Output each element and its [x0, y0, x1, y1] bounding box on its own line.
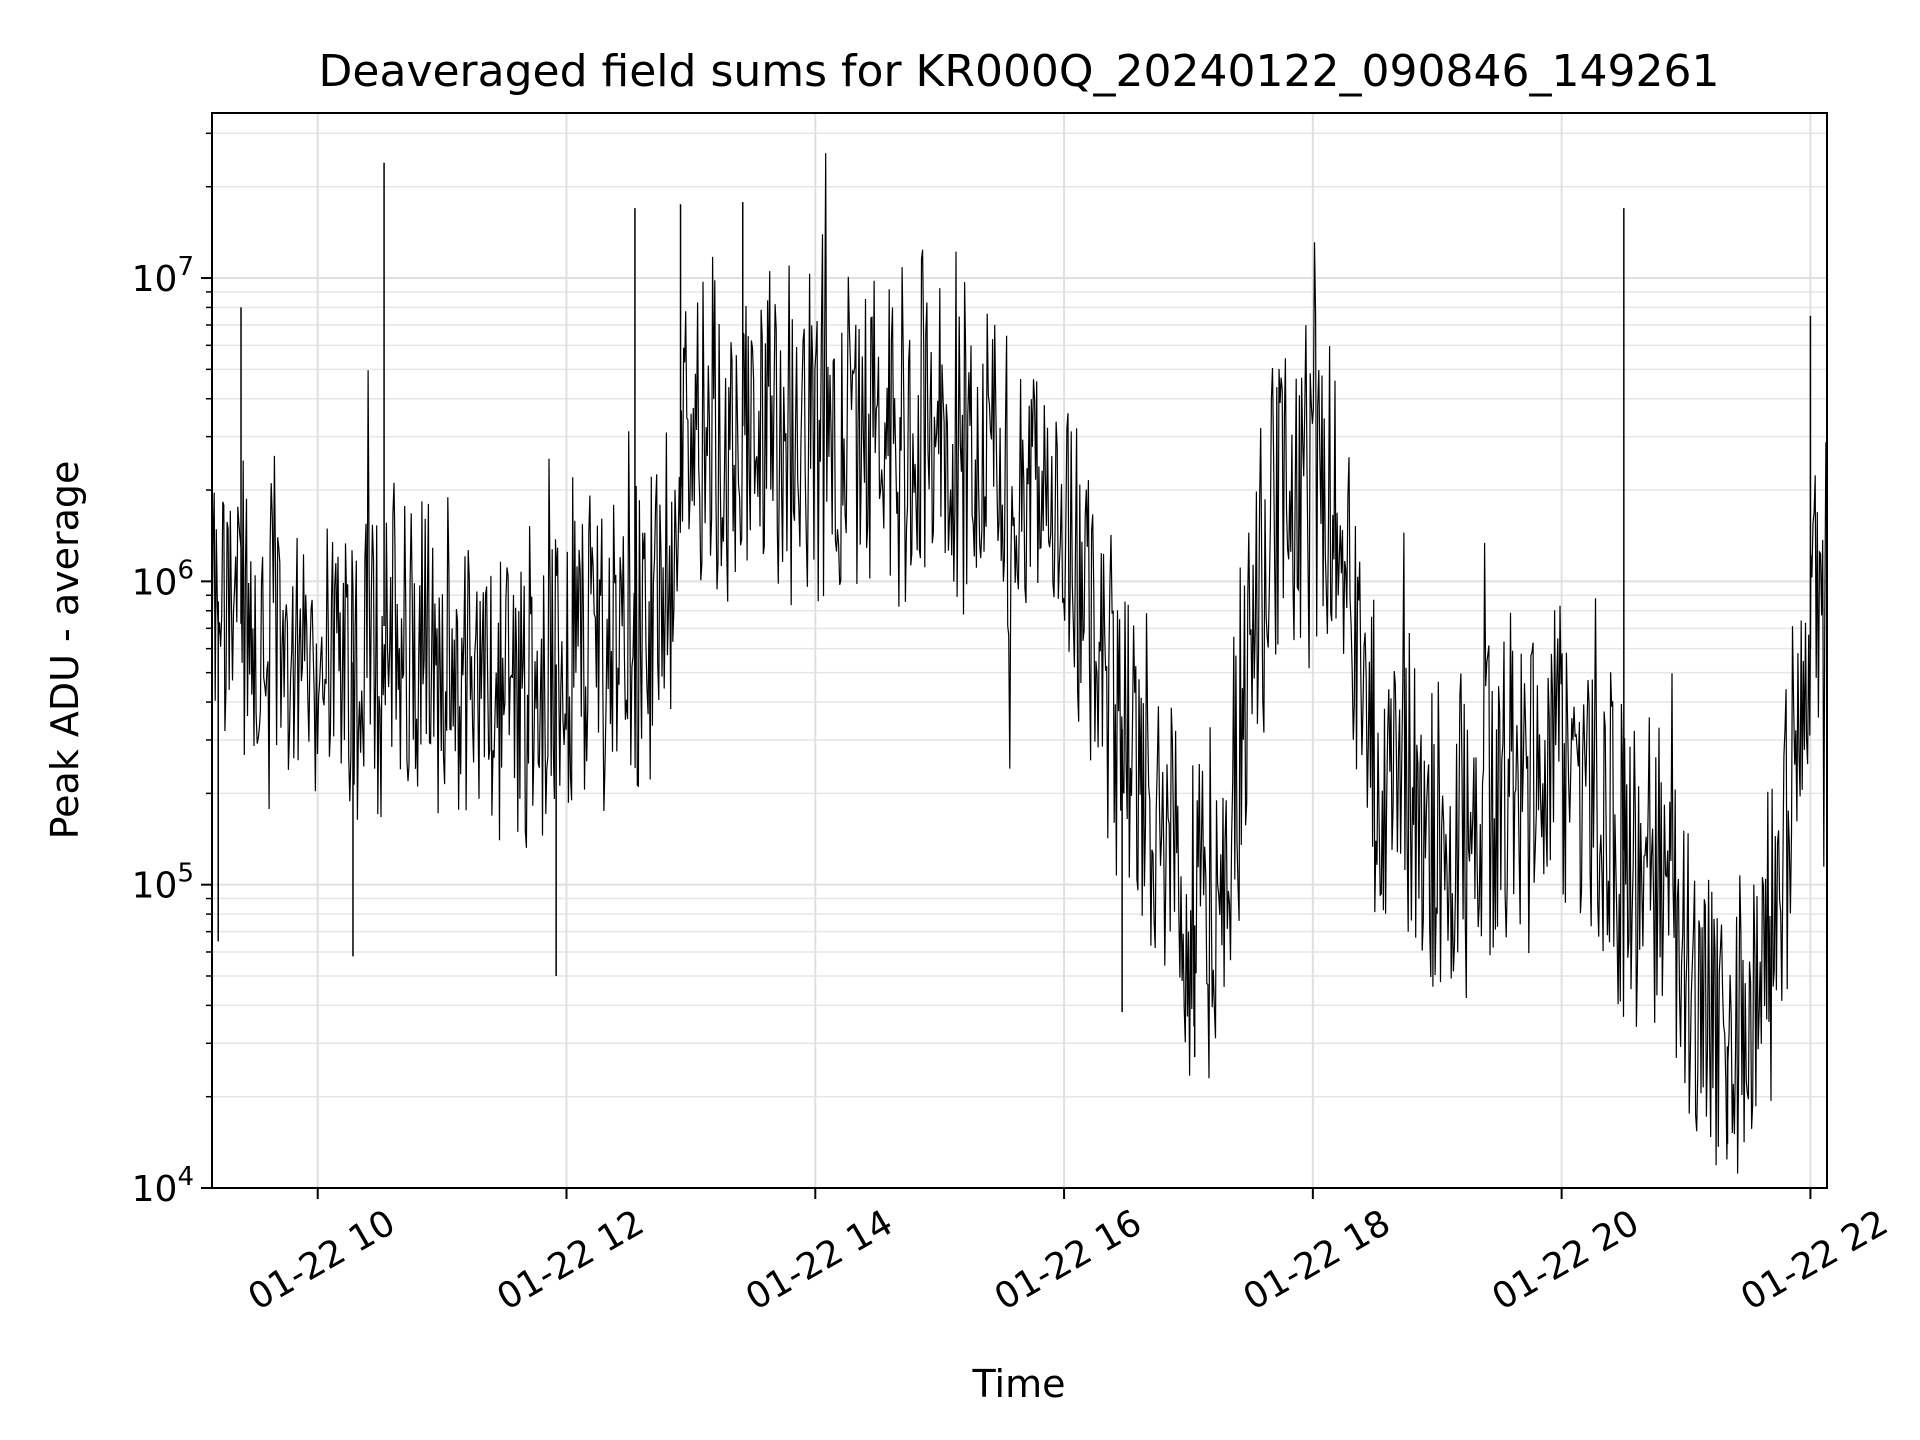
y-tick-exponent: 4	[177, 1162, 194, 1192]
y-tick-exponent: 5	[177, 859, 194, 889]
y-tick-exponent: 7	[177, 252, 194, 282]
y-axis-label: Peak ADU - average	[43, 461, 87, 840]
plot-frame	[211, 112, 1828, 1189]
series-line	[211, 153, 1828, 1174]
series-layer	[211, 153, 1828, 1174]
chart-title: Deaveraged field sums for KR000Q_2024012…	[319, 46, 1720, 97]
x-axis-label: Time	[972, 1362, 1066, 1406]
y-tick-exponent: 6	[177, 555, 194, 585]
